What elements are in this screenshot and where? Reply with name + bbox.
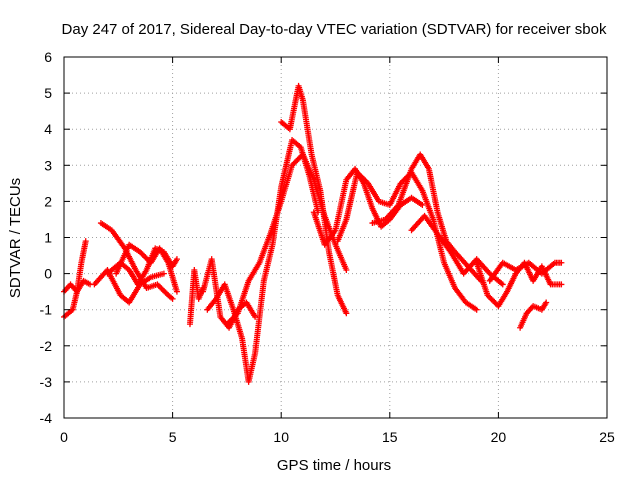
y-tick-label: 0 — [44, 266, 52, 282]
data-point — [173, 288, 180, 295]
x-tick-label: 20 — [491, 429, 507, 445]
axis-ticks: 0 5 10 15 20 25 -4 -3 -2 -1 0 1 2 3 4 5 6 — [40, 49, 615, 445]
y-tick-label: 3 — [44, 157, 52, 173]
data-point — [169, 295, 176, 302]
x-axis-label: GPS time / hours — [277, 457, 391, 474]
data-point — [343, 310, 350, 317]
chart-title: Day 247 of 2017, Sidereal Day-to-day VTE… — [62, 21, 607, 38]
y-tick-label: -3 — [40, 374, 53, 390]
data-point — [173, 256, 180, 263]
y-tick-label: 2 — [44, 193, 52, 209]
data-point — [160, 270, 167, 277]
data-point — [82, 238, 89, 245]
x-tick-label: 25 — [599, 429, 615, 445]
y-tick-label: -4 — [40, 410, 53, 426]
y-tick-label: 4 — [44, 121, 52, 137]
data-point — [543, 299, 550, 306]
series-track-a — [61, 238, 89, 320]
series-track-j — [223, 151, 350, 328]
data-point — [499, 281, 506, 288]
data-layer — [61, 82, 565, 385]
data-point — [252, 313, 259, 320]
y-axis-label: SDTVAR / TECUs — [7, 178, 24, 298]
data-point — [558, 259, 565, 266]
x-tick-label: 15 — [382, 429, 398, 445]
data-point — [473, 306, 480, 313]
series-track-f — [113, 241, 180, 295]
x-tick-label: 0 — [60, 429, 68, 445]
y-tick-label: -2 — [40, 338, 53, 354]
data-point — [343, 266, 350, 273]
data-point — [419, 202, 426, 209]
y-tick-label: 5 — [44, 85, 52, 101]
y-tick-label: 1 — [44, 230, 52, 246]
series-track-m — [334, 169, 480, 313]
series-track-q — [486, 259, 565, 284]
data-point — [558, 281, 565, 288]
series-track-d — [97, 220, 176, 302]
x-tick-label: 10 — [273, 429, 289, 445]
y-tick-label: -1 — [40, 302, 53, 318]
series-track-r — [517, 299, 550, 331]
x-tick-label: 5 — [169, 429, 177, 445]
y-tick-label: 6 — [44, 49, 52, 65]
series-track-n — [369, 151, 485, 284]
